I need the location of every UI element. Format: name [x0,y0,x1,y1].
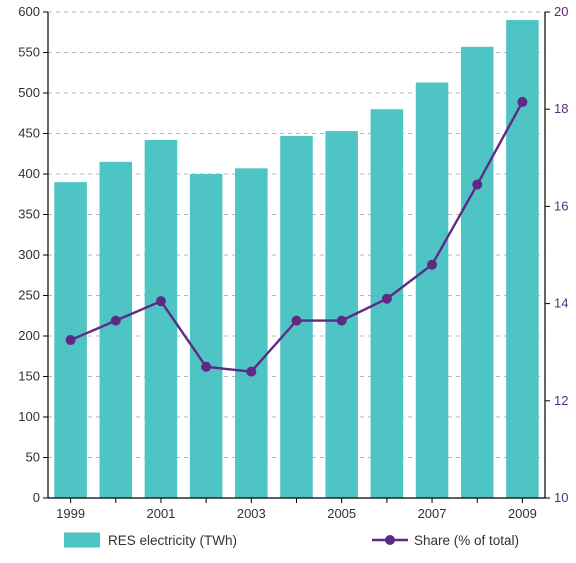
y-right-tick-label: 12 [554,393,568,408]
share-marker [518,97,527,106]
y-left-tick-label: 150 [18,369,40,384]
y-left-tick-label: 400 [18,166,40,181]
y-left-tick-label: 300 [18,247,40,262]
bar [506,20,539,498]
legend-bar-label: RES electricity (TWh) [108,533,237,548]
bar [235,168,268,498]
y-left-tick-label: 50 [26,450,40,465]
legend-line-label: Share (% of total) [414,533,519,548]
y-right-tick-label: 14 [554,296,568,311]
share-marker [428,260,437,269]
legend-bar-swatch [64,533,100,548]
y-right-tick-label: 20 [554,4,568,19]
y-left-tick-label: 500 [18,85,40,100]
bar [190,174,223,498]
y-left-tick-label: 250 [18,288,40,303]
share-marker [156,297,165,306]
share-marker [247,367,256,376]
share-marker [66,336,75,345]
chart-svg: 0 50 100 150 200 250 300 350 400 450 500 550 600 10 12… [0,0,576,558]
share-marker [337,316,346,325]
share-marker [111,316,120,325]
share-marker [382,294,391,303]
y-right-tick-label: 16 [554,198,568,213]
y-left-tick-label: 600 [18,4,40,19]
x-tick-label: 2009 [508,506,537,521]
y-left-tick-label: 200 [18,328,40,343]
x-tick-label: 2003 [237,506,266,521]
bar [461,47,494,498]
legend-line-marker [386,536,395,545]
y-left-tick-label: 350 [18,207,40,222]
x-tick-label: 2001 [146,506,175,521]
share-marker [473,180,482,189]
x-tick-label: 1999 [56,506,85,521]
y-right-tick-label: 10 [554,490,568,505]
y-left-tick-label: 450 [18,126,40,141]
y-right-tick-label: 18 [554,101,568,116]
y-left-tick-label: 0 [33,490,40,505]
res-electricity-chart: 0 50 100 150 200 250 300 350 400 450 500 550 600 10 12… [0,0,576,558]
share-marker [292,316,301,325]
y-left-tick-label: 550 [18,45,40,60]
bar [416,82,449,498]
share-marker [202,362,211,371]
bar [100,162,133,498]
x-tick-label: 2007 [418,506,447,521]
y-left-tick-label: 100 [18,409,40,424]
x-tick-label: 2005 [327,506,356,521]
